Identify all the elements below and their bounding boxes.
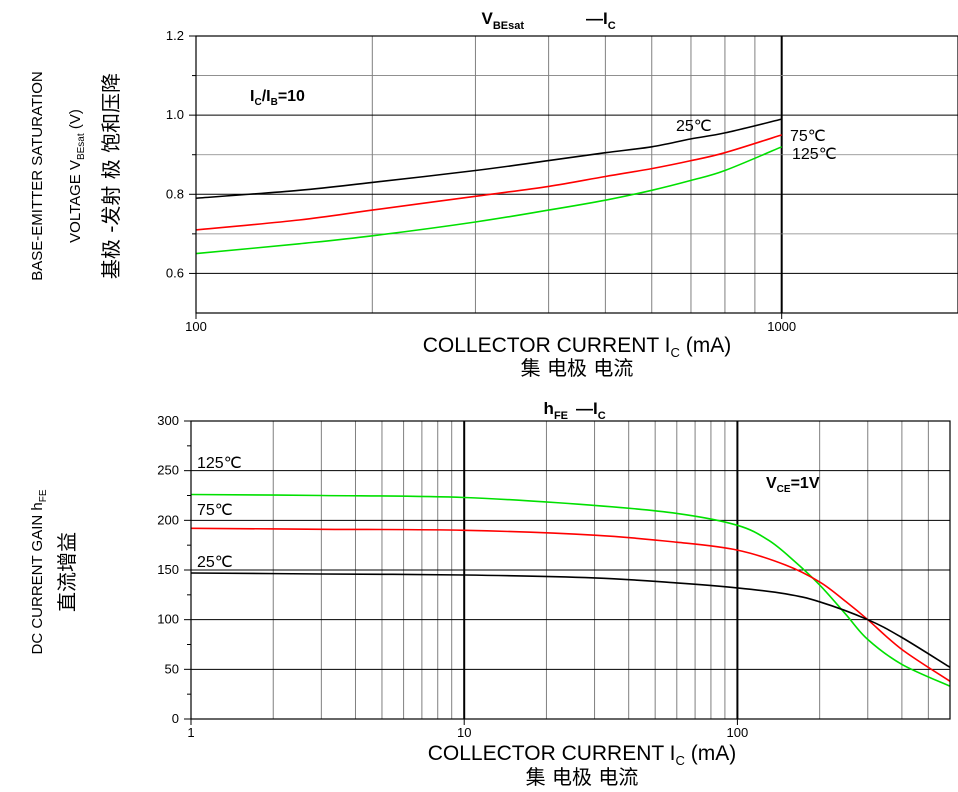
hfe-plot-frame [190,420,951,720]
vbesat-title-suffix: —IC [586,9,616,32]
vbesat-y-axis-label-cn: 基极 -发射 极 饱和压降 [99,73,123,279]
hfe-title: hFE [544,399,568,422]
vbesat-ytick-label: 0.8 [166,186,184,201]
vbesat-ytick-label: 0.6 [166,265,184,280]
vbesat-xtick-label: 100 [185,319,207,334]
hfe-y-axis-label-1: DC CURRENT GAIN hFE [29,489,49,654]
hfe-ytick-label: 150 [157,562,179,577]
hfe-curve-125c [190,493,951,687]
hfe-x-axis-label-cn: 集 电极 电流 [526,765,639,789]
hfe-condition: VCE=1V [766,475,820,495]
vbesat-ytick-label: 1.2 [166,28,184,43]
vbesat-label-75c: 75℃ [790,128,826,145]
hfe-ytick-label: 300 [157,413,179,428]
vbesat-x-axis-label: COLLECTOR CURRENT IC (mA) [423,334,731,360]
hfe-ytick-label: 50 [165,661,179,676]
hfe-y-axis-label-cn: 直流增益 [55,532,79,612]
hfe-curve-75c [190,527,951,682]
vbesat-ytick-label: 1.0 [166,107,184,122]
hfe-label-25c: 25℃ [197,554,233,571]
vbesat-title: VBEsat [481,9,524,32]
hfe-xtick-label: 100 [727,725,749,740]
vbesat-condition: IC/IB=10 [250,88,305,108]
hfe-ytick-label: 0 [172,711,179,726]
hfe-ytick-label: 100 [157,612,179,627]
vbesat-xtick-label: 1000 [767,319,796,334]
hfe-xtick-label: 1 [187,725,194,740]
vbesat-y-axis-label-2: VOLTAGE VBEsat (V) [67,109,87,243]
vbesat-plot-frame [195,35,958,314]
hfe-x-axis-label: COLLECTOR CURRENT IC (mA) [428,742,736,768]
hfe-label-75c: 75℃ [197,502,233,519]
vbesat-curve-125c [195,146,783,255]
vbesat-curve-25c [195,118,782,199]
vbesat-label-125c: 125℃ [792,146,837,163]
vbesat-y-axis-label-1: BASE-EMITTER SATURATION [29,71,46,280]
vbesat-curve-75c [195,134,782,231]
hfe-title-suffix: —IC [576,399,606,422]
hfe-ytick-label: 250 [157,463,179,478]
hfe-xtick-label: 10 [457,725,471,740]
hfe-ytick-label: 200 [157,512,179,527]
vbesat-x-axis-label-cn: 集 电极 电流 [521,356,634,380]
hfe-curve-25c [190,572,951,668]
vbesat-label-25c: 25℃ [676,118,712,135]
hfe-label-125c: 125℃ [197,455,242,472]
